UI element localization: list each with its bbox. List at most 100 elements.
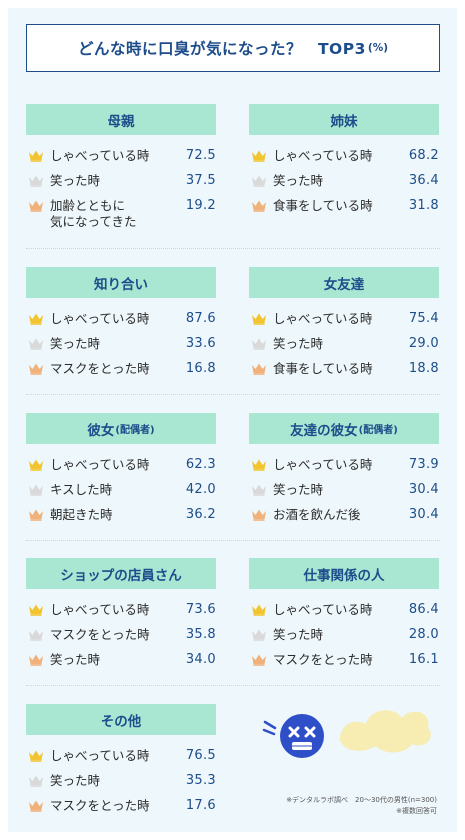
crown-rank-2-icon bbox=[29, 175, 43, 187]
panel-header: 知り合い bbox=[26, 267, 216, 298]
panel-title: ショップの店員さん bbox=[60, 567, 182, 584]
rank-label-line: 笑った時 bbox=[273, 336, 324, 351]
rank-row-1: しゃべっている時 75.4 bbox=[249, 308, 439, 333]
rank-label: 笑った時 bbox=[50, 652, 100, 668]
rank-label-line: しゃべっている時 bbox=[273, 457, 373, 472]
rank-value: 16.1 bbox=[408, 652, 439, 667]
rank-label: 笑った時 bbox=[273, 482, 323, 498]
rank-label: しゃべっている時 bbox=[273, 602, 372, 618]
rank-label: マスクをとった時 bbox=[50, 798, 150, 814]
panel-header: 姉妹 bbox=[249, 104, 439, 135]
footnote-multiple-answers: ※複数回答可 bbox=[396, 807, 437, 815]
rank-label: 朝起きた時 bbox=[50, 507, 113, 523]
panel-1: 母親しゃべっている時 72.5 笑った時 37.5 加齢とともに 気になってきた 19.2 bbox=[26, 104, 216, 234]
crown-rank-1-icon bbox=[252, 313, 266, 325]
panel-header: 彼女 (配偶者) bbox=[26, 413, 216, 444]
rank-row-3: 朝起きた時 36.2 bbox=[26, 504, 216, 529]
crown-rank-1-icon bbox=[29, 150, 43, 162]
rank-row-1: しゃべっている時 62.3 bbox=[26, 454, 216, 479]
panel-3: 知り合い しゃべっている時 87.6 笑った時 33.6 マスクをとった時 16.8 bbox=[26, 267, 216, 383]
rank-label-line: お酒を飲んだ後 bbox=[273, 507, 361, 522]
crown-rank-1-icon bbox=[29, 313, 43, 325]
rank-row-2: 笑った時 33.6 bbox=[26, 333, 216, 358]
panel-2: 姉妹 しゃべっている時 68.2 笑った時 36.4 食事をしている時 31.8 bbox=[249, 104, 439, 220]
rank-label-line: 笑った時 bbox=[50, 652, 101, 667]
rank-row-1: しゃべっている時 72.5 bbox=[26, 145, 216, 170]
rank-label-line: キスした時 bbox=[50, 482, 113, 497]
rank-label-line: しゃべっている時 bbox=[273, 602, 373, 617]
rank-value: 29.0 bbox=[408, 336, 439, 351]
panel-title: 仕事関係の人 bbox=[303, 567, 385, 584]
rank-value: 36.2 bbox=[185, 507, 216, 522]
rank-label: しゃべっている時 bbox=[273, 311, 372, 327]
crown-rank-1-icon bbox=[252, 604, 266, 616]
panel-9: その他 しゃべっている時 76.5 笑った時 35.3 マスクをとった時 17.6 bbox=[26, 704, 216, 820]
rank-value: 86.4 bbox=[408, 602, 439, 617]
crown-rank-1-icon bbox=[29, 459, 43, 471]
rank-label: しゃべっている時 bbox=[50, 602, 149, 618]
crown-rank-3-icon bbox=[29, 200, 43, 212]
crown-rank-3-icon bbox=[252, 654, 266, 666]
rank-value: 17.6 bbox=[185, 798, 216, 813]
rank-label-line: しゃべっている時 bbox=[50, 148, 150, 163]
rank-label: 笑った時 bbox=[50, 773, 100, 789]
crown-rank-3-icon bbox=[29, 654, 43, 666]
rank-row-2: マスクをとった時 35.8 bbox=[26, 624, 216, 649]
section-divider bbox=[26, 685, 440, 686]
crown-rank-2-icon bbox=[29, 629, 43, 641]
rank-value: 87.6 bbox=[185, 311, 216, 326]
panel-title: 母親 bbox=[107, 113, 135, 130]
rank-value: 35.8 bbox=[185, 627, 216, 642]
rank-value: 42.0 bbox=[185, 482, 216, 497]
rank-value: 16.8 bbox=[185, 361, 216, 376]
rank-label: 加齢とともに 気になってきた bbox=[50, 198, 137, 230]
panel-title: 姉妹 bbox=[330, 113, 358, 130]
crown-rank-2-icon bbox=[252, 484, 266, 496]
panel-subtitle: (配偶者) bbox=[358, 425, 398, 436]
panel-6: 友達の彼女 (配偶者) しゃべっている時 73.9 笑った時 30.4 お酒を飲んだ後 30.… bbox=[249, 413, 439, 529]
rank-label-line: 笑った時 bbox=[273, 627, 324, 642]
rank-row-1: しゃべっている時 73.6 bbox=[26, 599, 216, 624]
rank-label-line: マスクをとった時 bbox=[50, 627, 150, 642]
rank-label-line: マスクをとった時 bbox=[50, 798, 150, 813]
page-title: どんな時に口臭が気になった？ TOP3 bbox=[77, 40, 366, 58]
crown-rank-3-icon bbox=[29, 509, 43, 521]
panel-5: 彼女 (配偶者) しゃべっている時 62.3 キスした時 42.0 朝起きた時 36.2 bbox=[26, 413, 216, 529]
rank-row-3: マスクをとった時 16.1 bbox=[249, 649, 439, 674]
rank-label-line: 朝起きた時 bbox=[50, 507, 113, 522]
panel-header: ショップの店員さん bbox=[26, 558, 216, 589]
rank-label-line: マスクをとった時 bbox=[273, 652, 373, 667]
rank-value: 31.8 bbox=[408, 198, 439, 213]
panel-header: 仕事関係の人 bbox=[249, 558, 439, 589]
rank-row-3: 食事をしている時 18.8 bbox=[249, 358, 439, 383]
rank-row-3: 笑った時 34.0 bbox=[26, 649, 216, 674]
rank-label: しゃべっている時 bbox=[50, 457, 149, 473]
title-unit: (%) bbox=[367, 42, 389, 54]
rank-label-line: マスクをとった時 bbox=[50, 361, 150, 376]
rank-label: お酒を飲んだ後 bbox=[273, 507, 361, 523]
panel-title: 彼女 bbox=[87, 422, 115, 439]
panel-header: 女友達 bbox=[249, 267, 439, 298]
rank-label-line: 笑った時 bbox=[50, 173, 101, 188]
rank-label: 笑った時 bbox=[50, 336, 100, 352]
rank-label: しゃべっている時 bbox=[50, 148, 149, 164]
rank-value: 19.2 bbox=[185, 198, 216, 213]
panel-7: ショップの店員さんしゃべっている時 73.6 マスクをとった時 35.8 笑った時 34.… bbox=[26, 558, 216, 674]
crown-rank-3-icon bbox=[252, 509, 266, 521]
panel-header: 母親 bbox=[26, 104, 216, 135]
crown-rank-2-icon bbox=[29, 338, 43, 350]
rank-label: マスクをとった時 bbox=[50, 361, 150, 377]
rank-label-line: 加齢とともに bbox=[50, 198, 126, 213]
rank-row-2: 笑った時 36.4 bbox=[249, 170, 439, 195]
crown-rank-1-icon bbox=[252, 150, 266, 162]
footnote-source: ※デンタルラボ調べ 20〜30代の男性(n=300) bbox=[286, 796, 437, 804]
rank-row-3: 加齢とともに 気になってきた 19.2 bbox=[26, 195, 216, 234]
mascot-bad-breath-icon bbox=[262, 710, 431, 758]
crown-rank-2-icon bbox=[252, 629, 266, 641]
rank-label: キスした時 bbox=[50, 482, 112, 498]
rank-row-2: 笑った時 37.5 bbox=[26, 170, 216, 195]
panel-title: その他 bbox=[100, 713, 142, 730]
rank-value: 62.3 bbox=[185, 457, 216, 472]
rank-label-line: 食事をしている時 bbox=[273, 198, 373, 213]
panel-header: その他 bbox=[26, 704, 216, 735]
